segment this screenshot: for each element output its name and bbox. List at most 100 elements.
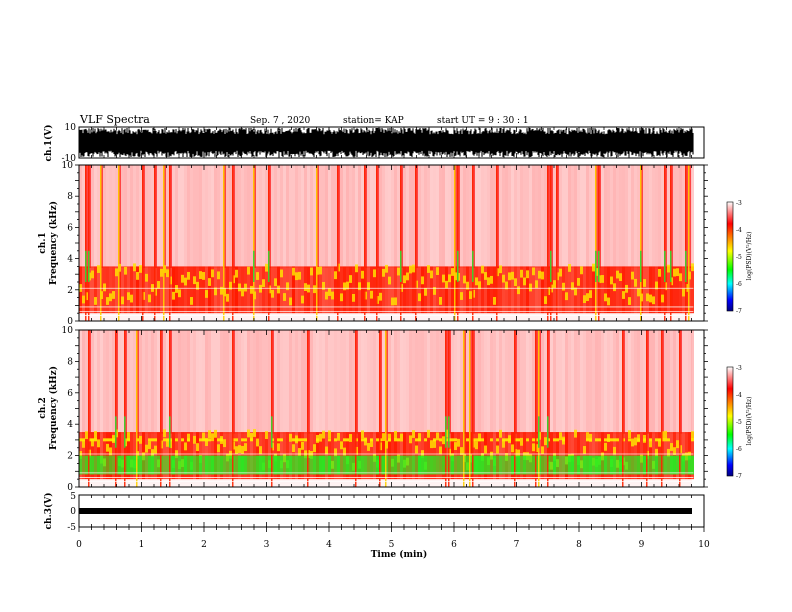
spectrogram-cell	[145, 330, 148, 434]
spectrogram-cell	[451, 455, 454, 475]
spectrogram-cell	[172, 432, 175, 480]
spectrogram-cell	[481, 330, 484, 434]
ch3-waveform-panel: 5 0 -5 ch.3(V)	[43, 492, 705, 533]
spectrogram-cell	[208, 330, 211, 434]
spectrogram-cell	[202, 438, 205, 442]
spectrogram-cell	[388, 276, 391, 285]
spectrogram-burst	[514, 330, 516, 487]
spectrogram-cell	[418, 330, 421, 434]
spectrogram-cell	[607, 266, 610, 314]
spectrogram-cell	[292, 165, 295, 268]
ch2-colorbar-tick-m3: -3	[736, 365, 742, 372]
spectrogram-cell	[685, 455, 688, 475]
spectrogram-cell	[499, 432, 502, 480]
spectrogram-cell	[541, 165, 544, 268]
spectrogram-cell	[310, 451, 313, 459]
spectrogram-cell	[610, 438, 613, 442]
spectrogram-cell	[247, 429, 250, 438]
spectrogram-cell	[193, 276, 196, 285]
spectrogram-cell	[157, 432, 160, 480]
spectrogram-cell	[478, 438, 481, 442]
spectrogram-cell	[358, 330, 361, 434]
spectrogram-cell	[163, 438, 166, 442]
spectrogram-burst	[376, 165, 378, 321]
spectrogram-cell	[289, 455, 292, 475]
spectrogram-cell	[508, 272, 511, 281]
spectrogram-cell	[406, 272, 409, 281]
spectrogram-cell	[220, 455, 223, 475]
spectrogram-cell	[127, 432, 130, 480]
frequency-tick-label: 6	[67, 389, 73, 399]
spectrogram-cell	[184, 455, 187, 475]
spectrogram-cell	[262, 165, 265, 268]
ch2-colorbar: -3 -4 -5 -6 -7 log(PSD)(V²/Hz)	[726, 365, 753, 480]
spectrogram-cell	[535, 280, 538, 289]
spectrogram-cell	[574, 432, 577, 480]
spectrogram-cell	[664, 330, 667, 434]
spectrogram-cell	[217, 444, 220, 453]
spectrogram-burst	[445, 416, 447, 448]
spectrogram-cell	[196, 330, 199, 434]
spectrogram-burst	[457, 165, 459, 321]
spectrogram-cell	[619, 455, 622, 475]
spectrogram-cell	[637, 165, 640, 268]
spectrogram-cell	[475, 330, 478, 434]
spectrogram-cell	[103, 330, 106, 434]
spectrogram-cell	[277, 165, 280, 268]
spectrogram-cell	[499, 330, 502, 434]
spectrogram-cell	[265, 330, 268, 434]
spectrogram-cell	[616, 455, 619, 475]
spectrogram-cell	[220, 330, 223, 434]
spectrogram-cell	[637, 434, 640, 443]
spectrogram-cell	[475, 432, 478, 480]
spectrogram-cell	[121, 455, 124, 475]
spectrogram-cell	[259, 446, 262, 454]
spectrogram-cell	[634, 437, 637, 446]
ch3-ytick-top: 5	[70, 492, 76, 502]
spectrogram-burst	[688, 165, 690, 321]
spectrogram-burst	[538, 330, 540, 487]
spectrogram-cell	[367, 443, 370, 451]
spectrogram-cell	[109, 447, 112, 456]
spectrogram-cell	[385, 165, 388, 268]
spectrogram-cell	[193, 435, 196, 444]
spectrogram-cell	[331, 291, 334, 300]
spectrogram-cell	[679, 266, 682, 314]
spectrogram-cell	[226, 266, 229, 314]
spectrogram-burst	[472, 250, 474, 282]
spectrogram-cell	[340, 266, 343, 314]
spectrogram-cell	[247, 455, 250, 475]
spectrogram-cell	[604, 432, 607, 480]
spectrogram-cell	[493, 455, 496, 475]
spectrogram-cell	[280, 269, 283, 278]
spectrogram-cell	[607, 432, 610, 480]
spectrogram-cell	[163, 429, 166, 438]
spectrogram-cell	[139, 455, 142, 475]
spectrogram-cell	[649, 330, 652, 434]
spectrogram-cell	[166, 269, 169, 278]
spectrogram-cell	[379, 266, 382, 314]
spectrogram-cell	[403, 330, 406, 434]
spectrogram-cell	[97, 265, 100, 273]
spectrogram-cell	[541, 266, 544, 314]
spectrogram-cell	[178, 165, 181, 268]
spectrogram-cell	[163, 455, 166, 475]
spectrogram-cell	[178, 455, 181, 475]
spectrogram-cell	[208, 266, 211, 314]
spectrogram-cell	[196, 432, 199, 480]
spectrogram-cell	[463, 165, 466, 268]
spectrogram-cell	[121, 330, 124, 434]
spectrogram-cell	[298, 438, 301, 442]
spectrogram-cell	[634, 278, 637, 287]
spectrogram-cell	[181, 330, 184, 434]
spectrogram-cell	[367, 432, 370, 480]
spectrogram-cell	[526, 270, 529, 279]
spectrogram-cell	[637, 288, 640, 297]
spectrogram-cell	[649, 266, 652, 314]
spectrogram-cell	[478, 266, 481, 314]
spectrogram-cell	[664, 438, 667, 442]
spectrogram-cell	[628, 455, 631, 475]
frequency-tick-label: 10	[62, 326, 74, 336]
spectrogram-cell	[205, 455, 208, 475]
spectrogram-cell	[415, 438, 418, 442]
